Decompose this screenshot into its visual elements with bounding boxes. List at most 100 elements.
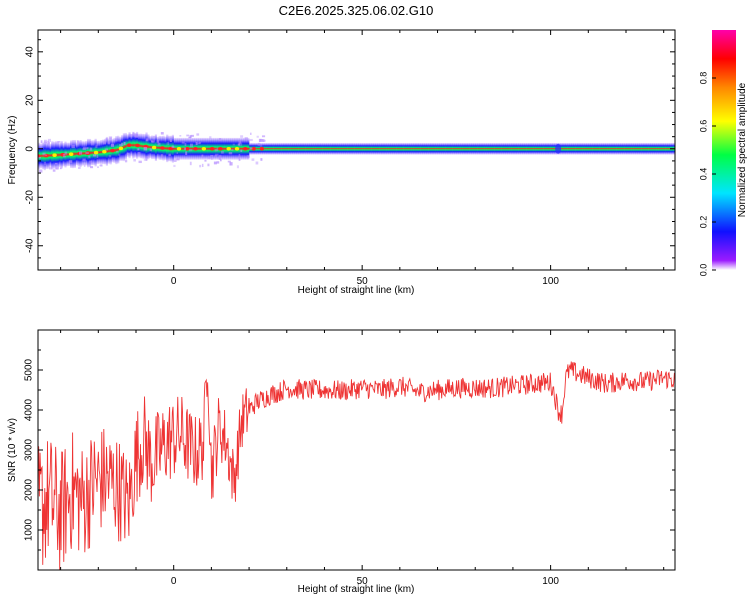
spectrogram-ridge-segment xyxy=(320,142,323,155)
spectrogram-ridge-segment xyxy=(531,142,534,155)
spectrogram-noise xyxy=(63,155,66,158)
spectrogram-noise xyxy=(54,162,58,165)
spectrogram-ridge-segment xyxy=(283,142,286,155)
spectrogram-ridge-segment xyxy=(501,142,504,155)
spectrogram-ridge-segment xyxy=(648,142,651,155)
spectrogram-ridge-segment xyxy=(134,132,137,158)
spectrogram-noise xyxy=(133,133,136,137)
spectrogram-ridge-segment xyxy=(56,141,60,169)
spectrogram-noise xyxy=(189,143,193,147)
chart-title: C2E6.2025.325.06.02.G10 xyxy=(279,3,434,18)
spectrogram-ridge-segment xyxy=(394,142,397,155)
spectrogram-ridge-segment xyxy=(445,142,448,155)
snr-xtick-label: 0 xyxy=(171,576,177,587)
spectrogram-noise xyxy=(110,143,115,147)
spectrogram-ridge-segment xyxy=(290,142,293,155)
spectrogram-ridge-segment xyxy=(345,142,348,155)
spectrogram-noise xyxy=(88,155,91,158)
spectrogram-noise xyxy=(45,141,48,144)
spectrogram-ridge-segment xyxy=(175,137,178,160)
spectrogram-noise xyxy=(204,159,207,162)
spectrogram-ridge-segment xyxy=(222,137,225,160)
spectrogram-ridge-segment xyxy=(428,142,431,155)
spectrogram-noise xyxy=(189,161,192,166)
spectrogram-hotspot xyxy=(176,146,182,151)
colorbar-tick-label: 0.4 xyxy=(698,168,708,181)
spectrogram-ridge-segment xyxy=(41,142,44,170)
spectrogram-noise xyxy=(49,166,53,170)
spectrogram-ridge-segment xyxy=(277,142,280,155)
spectrogram-ridge-segment xyxy=(207,137,210,160)
spectrogram-ridge-segment xyxy=(373,142,376,155)
spectrogram-noise xyxy=(237,143,240,146)
spectrogram-noise xyxy=(173,159,177,162)
spectrogram-ridge-segment xyxy=(416,142,419,155)
spectrogram-ridge-segment xyxy=(360,142,363,155)
spectrogram-noise xyxy=(99,164,103,167)
spectrogram-ridge-segment xyxy=(132,131,135,159)
spectrogram-noise xyxy=(83,164,86,167)
spectrogram-noise xyxy=(249,138,253,142)
spectrogram-ridge-segment xyxy=(117,135,120,164)
spectrogram-noise xyxy=(93,154,97,157)
spectrogram-ridge-segment xyxy=(347,142,350,155)
spectrogram-ridge-segment xyxy=(450,142,453,155)
spectrogram-ridge-segment xyxy=(639,142,642,155)
spectrogram-ridge-segment xyxy=(488,142,491,155)
spectrogram-ridge-segment xyxy=(81,141,84,166)
spectrogram-ridge-segment xyxy=(198,137,201,160)
spectrogram-ridge-segment xyxy=(599,142,602,155)
spectrogram-ridge-segment xyxy=(607,142,610,155)
spectrogram-ridge-segment xyxy=(83,141,86,166)
spectrogram-ridge-segment xyxy=(590,142,593,155)
spectrogram-noise xyxy=(181,141,185,144)
spectrogram-ridge-segment xyxy=(92,140,95,166)
spectrogram-noise xyxy=(207,156,211,159)
spectrogram-ridge-segment xyxy=(475,142,478,155)
spectrogram-ridge-segment xyxy=(633,142,636,155)
spectrogram-ridge-segment xyxy=(382,142,386,155)
spectrogram-ridge-segment xyxy=(430,142,433,155)
spectrogram-noise xyxy=(160,132,164,135)
spectrogram-ridge-segment xyxy=(580,142,583,155)
spectrogram-ridge-segment xyxy=(149,136,152,159)
spectrogram-ridge-segment xyxy=(492,142,495,155)
spectrogram-noise xyxy=(108,155,112,158)
spectrogram-ridge-segment xyxy=(47,142,50,169)
spectrogram-ridge-segment xyxy=(188,137,191,160)
spectrogram-ridge-segment xyxy=(358,142,361,155)
spectrogram-ridge-segment xyxy=(462,142,465,155)
spectrogram-ridge-segment xyxy=(115,136,118,165)
spectrogram-noise xyxy=(38,169,43,173)
spectrogram-ridge-segment xyxy=(273,142,276,155)
spectrogram-noise xyxy=(168,153,171,157)
spectrogram-ytick-label: -40 xyxy=(25,238,36,253)
spectrogram-noise xyxy=(249,132,252,135)
spectrogram-noise xyxy=(244,137,248,141)
spectrogram-ridge-segment xyxy=(258,142,261,155)
spectrogram-ridge-segment xyxy=(141,133,144,159)
spectrogram-hotspot xyxy=(110,148,115,153)
spectrogram-hotspot xyxy=(135,143,140,148)
snr-xtick-label: 50 xyxy=(357,576,369,587)
spectrogram-noise xyxy=(62,153,66,156)
spectrogram-ridge-segment xyxy=(230,137,233,160)
spectrogram-hotspot xyxy=(127,143,132,147)
spectrogram-ridge-segment xyxy=(66,142,69,167)
spectrogram-noise xyxy=(151,140,155,143)
spectrogram-hotspot xyxy=(218,146,223,151)
spectrogram-noise xyxy=(189,135,192,138)
spectrogram-ridge-segment xyxy=(482,142,485,155)
spectrogram-ridge-segment xyxy=(575,142,578,155)
spectrogram-noise xyxy=(143,147,148,151)
spectrogram-ridge-segment xyxy=(516,142,519,155)
spectrogram-noise xyxy=(143,158,147,161)
spectrogram-ridge-segment xyxy=(463,142,467,155)
spectrogram-ridge-segment xyxy=(479,142,482,155)
spectrogram-ridge-segment xyxy=(422,142,425,155)
spectrogram-hotspot xyxy=(52,153,57,157)
spectrogram-ridge-segment xyxy=(573,142,576,155)
spectrogram-ridge-segment xyxy=(595,142,599,155)
spectrogram-ridge-segment xyxy=(460,142,463,155)
spectrogram-noise xyxy=(236,165,240,169)
